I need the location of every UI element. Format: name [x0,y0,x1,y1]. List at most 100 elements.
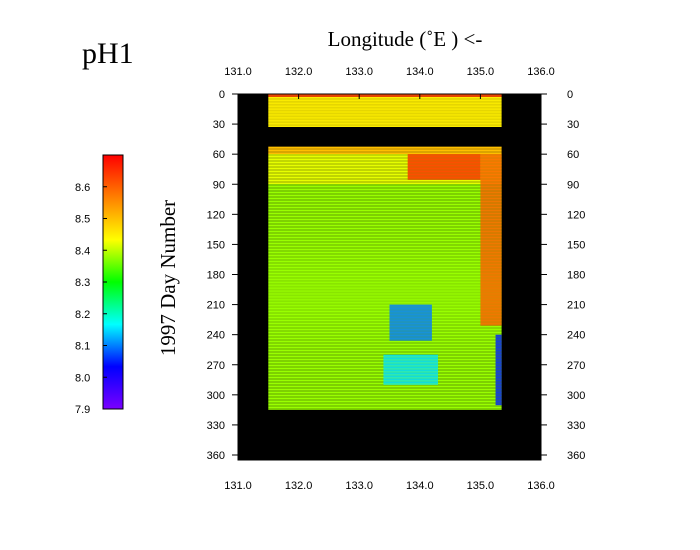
feature-east-edge-high [480,313,502,316]
field-stripe [268,157,502,159]
feature-low-pH-patch [389,309,432,311]
feature-low-pH-patch [383,381,438,384]
field-stripe [268,387,502,389]
feature-east-edge-low [495,358,502,361]
y-tick-label-left: 0 [219,89,225,101]
colorbar-tick-label: 8.2 [75,309,90,321]
feature-east-edge-high [480,203,502,206]
field-stripe [268,306,502,308]
feature-east-edge-high [480,175,502,177]
field-stripe [268,328,502,331]
field-stripe [268,212,502,215]
field-stripe [268,164,502,167]
field-stripe [268,223,502,225]
feature-east-edge-high [480,235,502,237]
feature-east-edge-high [480,220,502,222]
feature-east-edge-high [480,315,502,317]
field-stripe [268,286,502,288]
field-stripe [268,97,502,99]
feature-east-edge-low [495,396,502,398]
field-stripe [268,101,502,103]
feature-high-pH-patch [407,154,481,156]
feature-low-pH-patch [389,319,432,322]
feature-east-edge-high [480,259,502,261]
field-stripe [268,215,502,218]
field-stripe [268,351,502,353]
field-stripe [268,151,502,153]
feature-high-pH-patch [407,169,481,171]
feature-east-edge-high [480,199,502,201]
colorbar-tick-label: 8.6 [75,182,90,194]
feature-east-edge-low [495,339,502,341]
field-stripe [268,408,502,410]
field-stripe [268,154,502,156]
feature-east-edge-low [495,372,502,374]
feature-high-pH-patch [407,161,481,164]
field-stripe [268,307,502,309]
feature-low-pH-patch [383,383,438,385]
field-stripe [268,304,502,306]
feature-east-edge-high [480,221,502,224]
feature-east-edge-high [480,291,502,293]
field-stripe [268,169,502,171]
feature-east-edge-low [495,375,502,377]
y-ticks-left: 0 30 60 90 120 150 180 210 240 270 300 330 360 [207,89,238,462]
field-stripe [268,310,502,312]
feature-east-edge-high [480,167,502,170]
field-stripe [268,149,502,152]
feature-east-edge-high [480,295,502,297]
field-stripe [268,394,502,397]
field-stripe [268,343,502,346]
field-stripe [268,94,502,96]
field-stripe [268,160,502,162]
field-stripe [268,283,502,285]
feature-east-edge-high [480,254,502,257]
feature-east-edge-high [480,193,502,195]
feature-east-edge-high [480,321,502,323]
field-stripe [268,396,502,398]
feature-east-edge-high [480,289,502,291]
feature-east-edge-high [480,272,502,275]
feature-east-edge-high [480,202,502,204]
y-tick-label-left: 120 [207,209,225,221]
feature-east-edge-high [480,263,502,266]
y-tick-label-left: 240 [207,330,225,342]
feature-east-edge-high [480,161,502,164]
field-stripe [268,272,502,275]
feature-low-pH-patch [383,369,438,372]
field-stripe [268,263,502,266]
feature-east-edge-high [480,178,502,180]
field-stripe [268,179,502,182]
field-stripe [268,384,502,386]
feature-east-edge-high [480,157,502,159]
field-stripe [268,95,502,97]
feature-low-pH-patch [383,366,438,369]
feature-east-edge-low [495,373,502,376]
x-ticks-top: 131.0 132.0 133.0 134.0 135.0 136.0 [224,66,555,99]
feature-east-edge-high [480,306,502,308]
field-stripe [268,103,502,105]
field-stripe [268,327,502,329]
feature-east-edge-high [480,196,502,198]
feature-low-pH-patch [383,372,438,375]
feature-east-edge-high [480,280,502,282]
field-stripe [268,221,502,224]
feature-east-edge-high [480,250,502,252]
feature-east-edge-high [480,300,502,302]
feature-east-edge-high [480,211,502,213]
field-stripe [268,185,502,188]
feature-east-edge-high [480,292,502,294]
field-stripe [268,224,502,227]
feature-east-edge-high [480,215,502,218]
feature-low-pH-patch [389,322,432,325]
feature-east-edge-high [480,233,502,236]
field-stripe [268,276,502,278]
feature-east-edge-high [480,197,502,200]
field-stripe [268,217,502,219]
feature-east-edge-high [480,212,502,215]
field-stripe [268,208,502,210]
feature-east-edge-high [480,241,502,243]
feature-east-edge-low [495,360,502,362]
y-tick-label-right: 240 [567,330,585,342]
feature-east-edge-high [480,158,502,161]
